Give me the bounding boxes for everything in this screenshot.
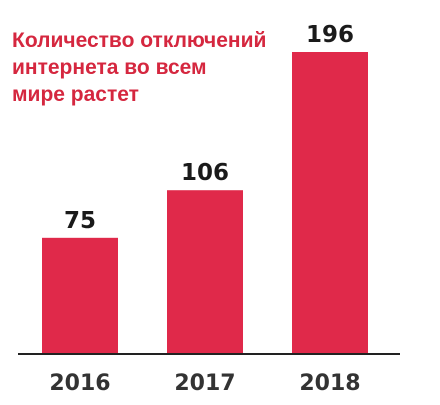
value-label-2018: 196 [306,22,354,48]
value-labels-group: 75 106 196 [64,22,354,234]
chart-title-line-1: Количество отключений [12,29,266,52]
value-label-2017: 106 [181,160,229,186]
chart-title-line-3: мире растет [12,83,139,106]
value-label-2016: 75 [64,208,96,234]
x-tick-label-2017: 2017 [174,371,235,396]
x-tick-label-2018: 2018 [299,371,360,396]
bar-2017 [167,190,243,353]
bar-2018 [292,52,368,353]
chart-title-line-2: интернета во всем [12,56,207,79]
x-tick-labels-group: 2016 2017 2018 [49,371,360,396]
bar-2016 [42,237,118,353]
chart-title: Количество отключений интернета во всем … [12,29,266,106]
x-tick-label-2016: 2016 [49,371,110,396]
bars-group [42,52,368,353]
